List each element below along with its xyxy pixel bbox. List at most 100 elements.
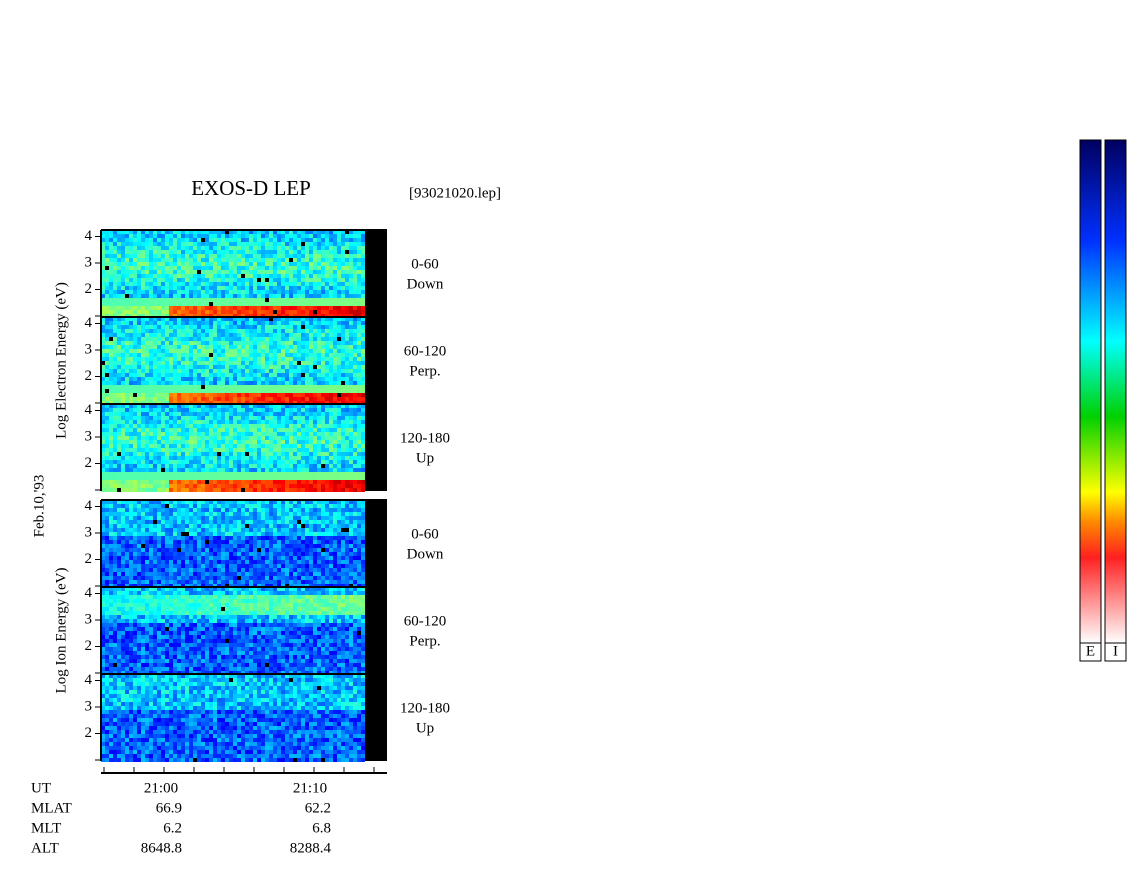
pixel [237,468,241,472]
pixel [313,306,317,310]
pixel [345,317,349,321]
pixel [177,325,181,329]
pixel [169,333,173,337]
pixel [185,512,189,516]
pixel [213,337,217,341]
pixel [293,393,297,397]
pixel [317,500,321,504]
pixel [169,294,173,298]
pixel [221,520,225,524]
pixel [173,397,177,401]
pixel [285,389,289,393]
pixel [165,424,169,428]
pixel [101,520,105,524]
pixel [281,389,285,393]
pixel [233,408,237,412]
pixel [213,528,217,532]
pixel [165,329,169,333]
pixel [173,472,177,476]
pixel [133,432,137,436]
pixel [129,532,133,536]
pixel [313,508,317,512]
pixel [197,520,201,524]
pixel [269,230,273,234]
pixel [349,476,353,480]
pixel [145,373,149,377]
pixel [241,436,245,440]
pixel [277,234,281,238]
pixel [333,440,337,444]
pixel [133,357,137,361]
pixel [173,385,177,389]
pixel [177,416,181,420]
pixel [289,230,293,234]
pixel [265,488,269,492]
pixel [337,278,341,282]
pixel [173,302,177,306]
pixel [141,345,145,349]
pixel [189,345,193,349]
pixel [185,508,189,512]
pixel [201,246,205,250]
pixel [309,262,313,266]
pixel [305,238,309,242]
pixel [273,262,277,266]
pixel [289,520,293,524]
pixel [197,432,201,436]
pixel [265,286,269,290]
pixel [109,460,113,464]
pixel [297,416,301,420]
pixel [305,408,309,412]
pixel [265,317,269,321]
pixel [325,361,329,365]
pixel [101,321,105,325]
pixel [349,234,353,238]
pixel [177,516,181,520]
pixel [221,238,225,242]
pixel [153,468,157,472]
pixel [245,508,249,512]
pixel [101,250,105,254]
pixel [265,353,269,357]
pixel [197,302,201,306]
pixel [253,262,257,266]
pixel [153,369,157,373]
pixel [361,516,365,520]
pixel [197,357,201,361]
pixel [349,286,353,290]
pixel [297,448,301,452]
pixel [325,516,329,520]
pixel [305,464,309,468]
pixel [301,389,305,393]
pixel [225,520,229,524]
pixel [105,385,109,389]
pixel [165,385,169,389]
pixel [257,512,261,516]
pixel [313,504,317,508]
pixel [125,468,129,472]
pixel [241,488,245,492]
pixel [165,472,169,476]
pixel [345,480,349,484]
pixel [217,262,221,266]
pixel [209,353,213,357]
pixel [293,516,297,520]
pixel [189,452,193,456]
pixel [349,357,353,361]
pixel [317,246,321,250]
pixel [105,536,109,540]
pixel [193,444,197,448]
pixel [185,444,189,448]
pixel [221,357,225,361]
pixel [125,385,129,389]
pixel [237,448,241,452]
pixel [241,349,245,353]
pixel [165,337,169,341]
pixel [321,274,325,278]
pixel [305,310,309,314]
pixel [245,532,249,536]
pixel [357,488,361,492]
pixel [333,238,337,242]
pixel [345,397,349,401]
pixel [277,333,281,337]
